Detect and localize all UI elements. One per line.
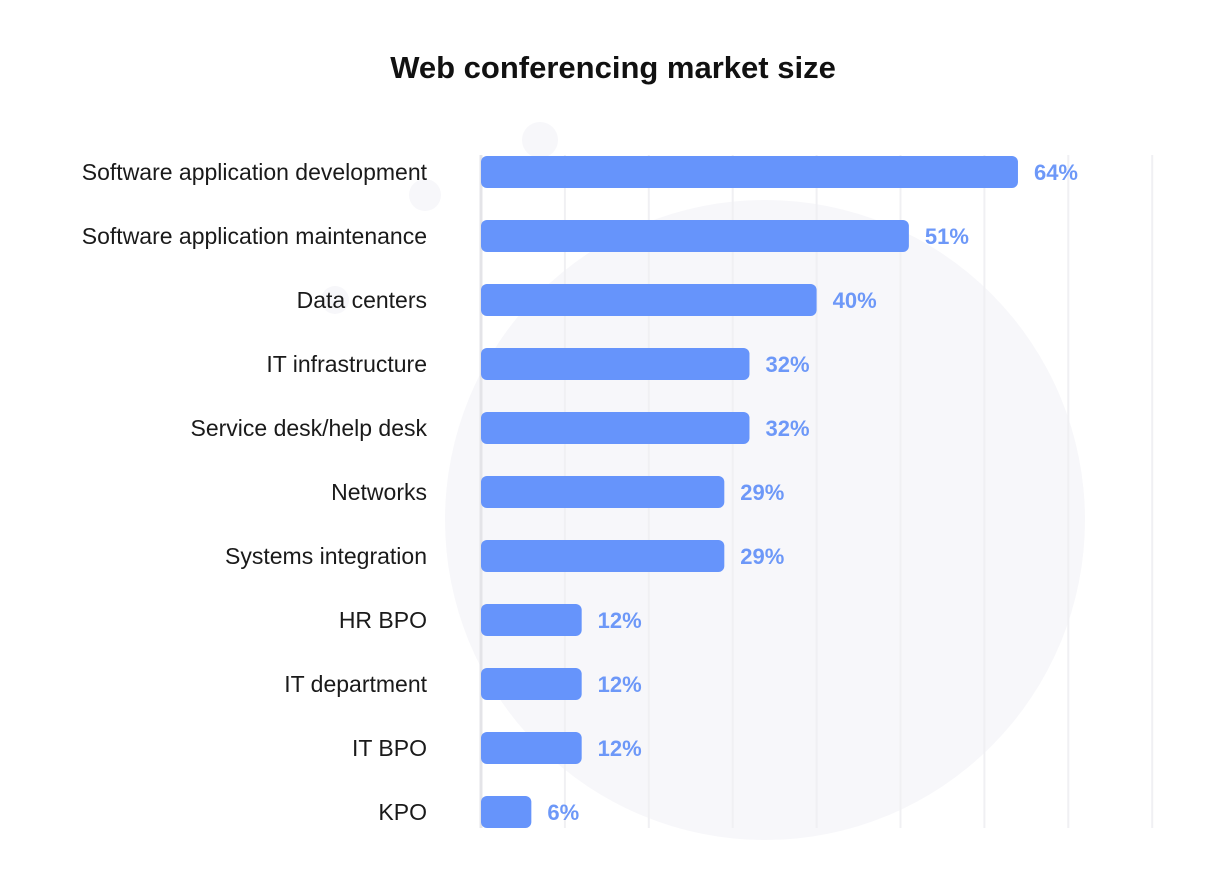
- category-label: KPO: [378, 799, 427, 825]
- data-label: 40%: [833, 288, 877, 313]
- bar: [481, 348, 750, 380]
- category-label: Software application development: [82, 159, 428, 185]
- bar: [481, 412, 750, 444]
- category-label: Data centers: [297, 287, 427, 313]
- data-label: 32%: [765, 352, 809, 377]
- category-label: Systems integration: [225, 543, 427, 569]
- watermark-dot: [409, 179, 441, 211]
- bar: [481, 668, 582, 700]
- data-label: 51%: [925, 224, 969, 249]
- data-label: 29%: [740, 480, 784, 505]
- category-label: IT department: [284, 671, 427, 697]
- data-label: 12%: [598, 672, 642, 697]
- watermark-dot: [321, 286, 349, 314]
- watermark-dot: [522, 122, 558, 158]
- bar: [481, 732, 582, 764]
- category-label: IT BPO: [352, 735, 427, 761]
- bars: [481, 156, 1018, 828]
- bar: [481, 796, 532, 828]
- category-label: Networks: [331, 479, 427, 505]
- bar: [481, 604, 582, 636]
- data-label: 12%: [598, 736, 642, 761]
- chart-title: Web conferencing market size: [390, 50, 836, 85]
- data-label: 12%: [598, 608, 642, 633]
- bar: [481, 220, 909, 252]
- data-label: 6%: [547, 800, 579, 825]
- category-label: Service desk/help desk: [190, 415, 427, 441]
- category-label: Software application maintenance: [82, 223, 427, 249]
- data-labels: 64% 51% 40% 32% 32% 29% 29% 12% 12% 12% 6%: [547, 160, 1078, 825]
- data-label: 64%: [1034, 160, 1078, 185]
- data-label: 29%: [740, 544, 784, 569]
- category-label: IT infrastructure: [266, 351, 427, 377]
- data-label: 32%: [765, 416, 809, 441]
- category-label: HR BPO: [339, 607, 427, 633]
- category-labels: Software application development Software…: [82, 159, 428, 825]
- bar: [481, 284, 817, 316]
- bar: [481, 476, 725, 508]
- bar: [481, 156, 1018, 188]
- bar: [481, 540, 725, 572]
